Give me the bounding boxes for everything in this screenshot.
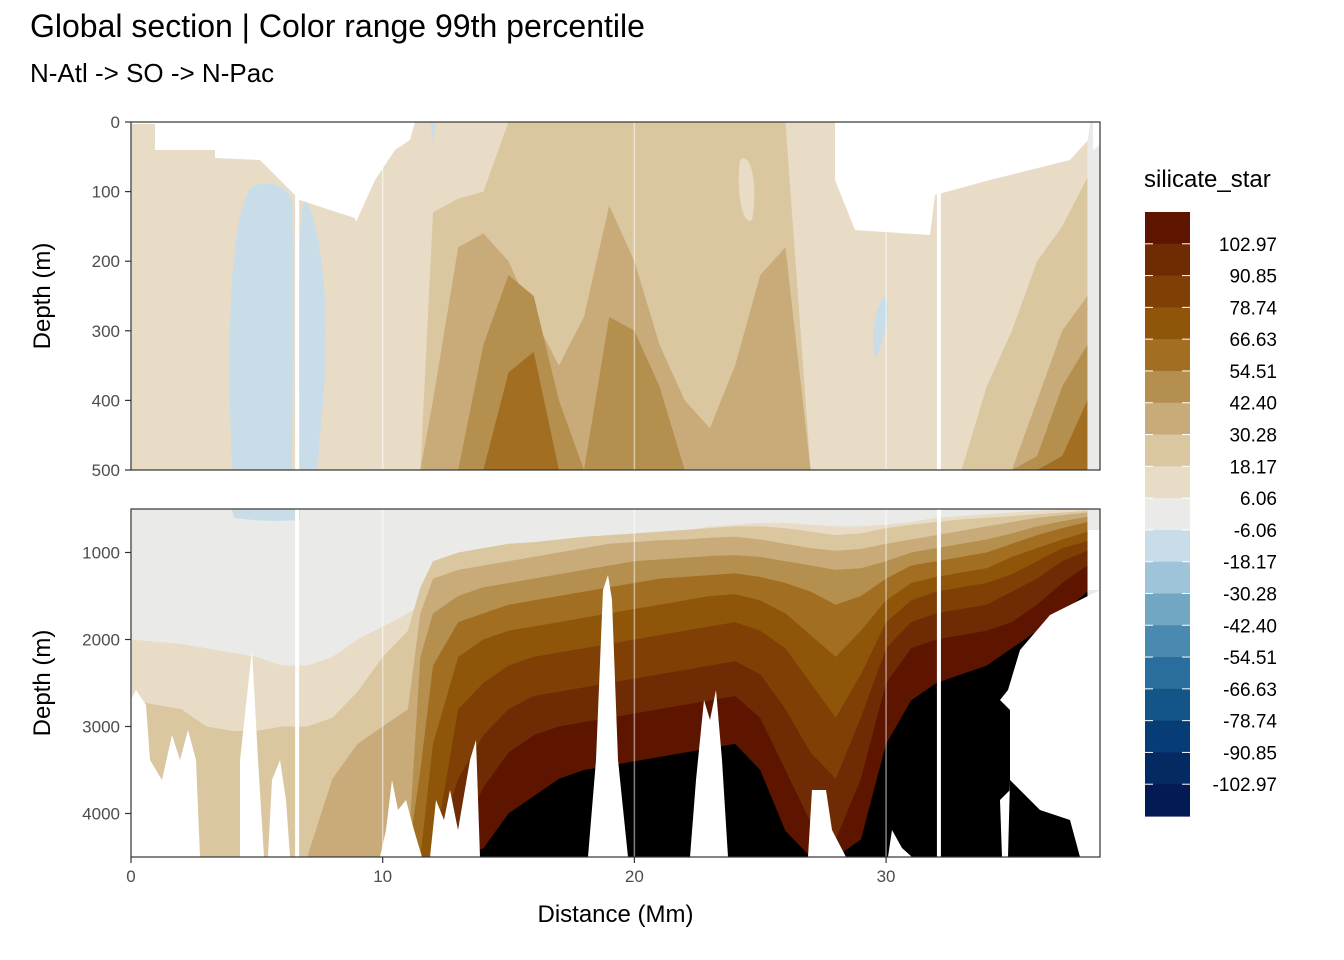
x-tick-label: 10 (373, 867, 392, 886)
surface-mask-0 (131, 122, 415, 222)
negative-feature-4 (232, 509, 300, 521)
legend-label: -30.28 (1223, 584, 1277, 605)
legend-swatch-14 (1145, 657, 1190, 690)
legend: silicate_star 102.97 90.85 78.74 66.63 54.51 4… (1144, 166, 1277, 817)
bottom-mask-10 (1088, 530, 1100, 590)
x-tick-label: 20 (625, 867, 644, 886)
bottom-mask-4 (430, 740, 480, 857)
chart-subtitle: N-Atl -> SO -> N-Pac (30, 58, 275, 88)
y-tick-label: 3000 (82, 718, 120, 737)
legend-swatch-6 (1145, 402, 1190, 436)
y-axis-title: Depth (m) (29, 630, 56, 737)
legend-swatch-7 (1145, 434, 1190, 467)
legend-label: -42.40 (1223, 616, 1277, 637)
legend-label: 18.17 (1229, 457, 1277, 478)
panel-border-0 (130, 121, 1101, 471)
negative-feature-2 (873, 296, 889, 360)
legend-swatch-16 (1145, 720, 1190, 754)
legend-swatch-13 (1145, 625, 1190, 658)
y-tick-label: 500 (92, 461, 120, 480)
bottom-mask-8 (888, 830, 912, 857)
y-tick-label: 2000 (82, 631, 120, 650)
legend-label: -18.17 (1223, 553, 1277, 574)
legend-swatch-3 (1145, 307, 1190, 340)
positive-feature-0 (738, 158, 755, 221)
bottom-mask-5 (588, 575, 628, 857)
chart-title: Global section | Color range 99th percen… (30, 8, 645, 44)
legend-label: 42.40 (1229, 394, 1277, 415)
y-tick-label: 100 (92, 183, 120, 202)
legend-label: 90.85 (1229, 267, 1277, 288)
y-axis-title: Depth (m) (29, 243, 56, 350)
negative-feature-1 (298, 200, 326, 470)
x-tick-label: 0 (126, 867, 135, 886)
legend-label: -102.97 (1213, 775, 1277, 796)
legend-swatch-18 (1145, 784, 1190, 817)
contour-band-0-3 (131, 275, 1088, 470)
panel-overlay (130, 121, 1101, 858)
y-tick-label: 400 (92, 391, 120, 410)
legend-swatch-1 (1145, 243, 1190, 277)
bottom-mask-2 (268, 760, 290, 857)
negative-feature-0 (229, 183, 294, 470)
legend-swatch-12 (1145, 593, 1190, 626)
negative-feature-3 (430, 122, 436, 142)
legend-swatch-5 (1145, 370, 1190, 404)
legend-label: -54.51 (1223, 648, 1277, 669)
bottom-mask-3 (380, 780, 422, 857)
legend-label: -66.63 (1223, 680, 1277, 701)
legend-label: 6.06 (1240, 489, 1277, 510)
legend-label: -6.06 (1234, 521, 1277, 542)
panel-border-1 (130, 508, 1101, 858)
legend-swatch-10 (1145, 529, 1190, 563)
legend-swatch-15 (1145, 688, 1190, 722)
y-tick-label: 4000 (82, 805, 120, 824)
surface-mask-1 (835, 122, 1090, 235)
legend-swatch-8 (1145, 466, 1190, 499)
legend-title: silicate_star (1144, 166, 1271, 193)
bottom-mask-9 (1000, 590, 1100, 857)
surface-mask-2 (1093, 122, 1100, 150)
x-tick-label: 30 (877, 867, 896, 886)
bottom-mask-1 (240, 650, 264, 857)
legend-swatch-2 (1145, 275, 1190, 308)
legend-label: 54.51 (1229, 362, 1277, 383)
legend-swatch-9 (1145, 498, 1190, 531)
legend-label: 66.63 (1229, 330, 1277, 351)
y-tick-label: 300 (92, 322, 120, 341)
upper-panel (131, 122, 1100, 470)
y-tick-label: 0 (111, 113, 120, 132)
legend-swatch-0 (1145, 212, 1190, 245)
legend-label: -90.85 (1223, 743, 1277, 764)
lower-panel (131, 509, 1100, 857)
y-tick-label: 200 (92, 252, 120, 271)
legend-label: 30.28 (1229, 426, 1277, 447)
legend-label: 102.97 (1219, 235, 1277, 256)
legend-label: -78.74 (1223, 712, 1277, 733)
bottom-mask-0 (131, 690, 200, 857)
bottom-mask-7 (808, 790, 846, 857)
bottom-mask-6 (690, 690, 728, 857)
x-axis-title: Distance (Mm) (537, 901, 693, 928)
legend-label: 78.74 (1229, 298, 1277, 319)
legend-swatch-11 (1145, 561, 1190, 595)
y-tick-label: 1000 (82, 544, 120, 563)
legend-swatch-17 (1145, 752, 1190, 785)
legend-swatch-4 (1145, 339, 1190, 372)
